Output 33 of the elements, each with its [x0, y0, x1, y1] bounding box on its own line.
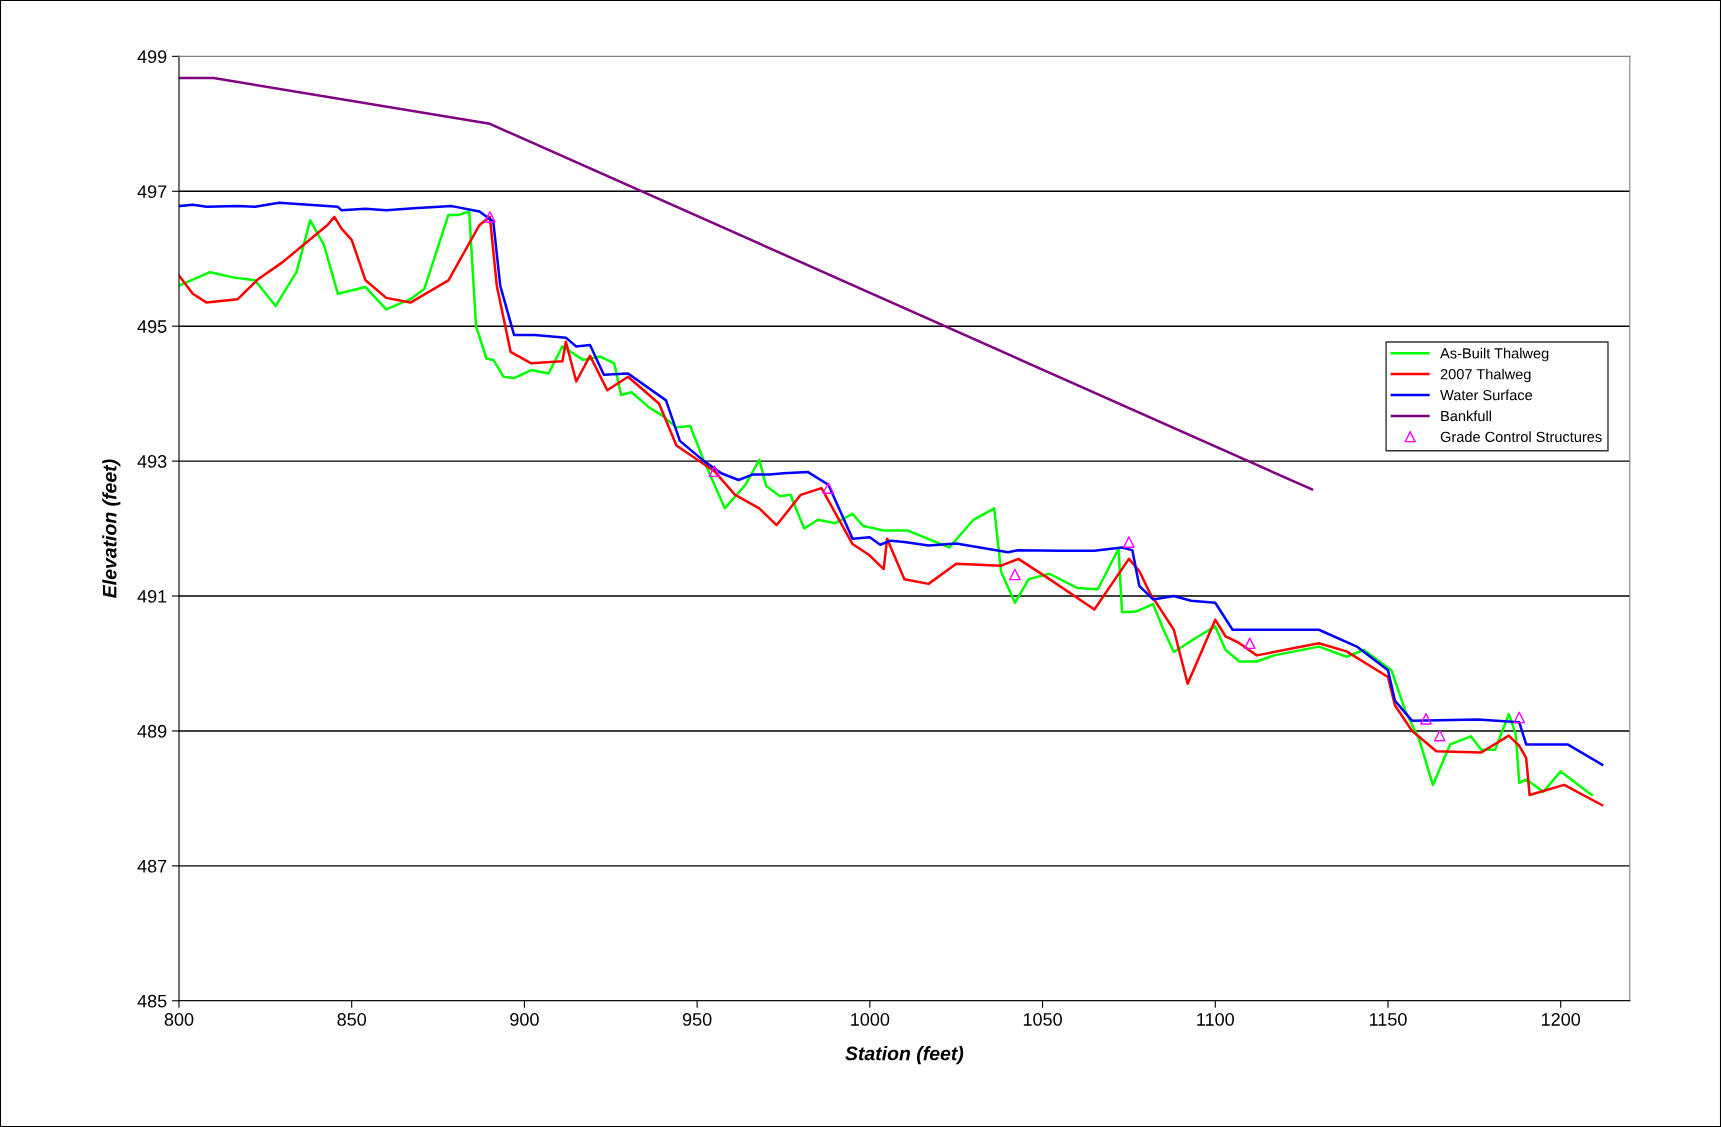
point: [1433, 729, 1446, 742]
y-tick-label: 495: [137, 320, 167, 333]
point: [1243, 637, 1256, 650]
y-tick-label: 485: [137, 994, 167, 1008]
x-tick-label: 800: [164, 1013, 194, 1026]
legend-label: Grade Control Structures: [1440, 431, 1602, 443]
x-tick-label: 950: [682, 1013, 712, 1026]
x-tick-label: 900: [510, 1013, 539, 1026]
x-axis-title: Station (feet): [845, 1046, 964, 1065]
legend-label: Bankfull: [1441, 410, 1491, 422]
legend-label: 2007 Thalweg: [1440, 368, 1531, 383]
y-tick-label: 497: [137, 185, 167, 198]
y-tick-label: 499: [137, 50, 167, 64]
point: [708, 465, 721, 478]
point: [1420, 712, 1432, 725]
point: [1513, 711, 1526, 724]
legend-label: Water Surface: [1440, 389, 1533, 401]
y-tick-label: 491: [137, 589, 167, 603]
y-tick-label: 489: [137, 724, 167, 738]
point: [822, 482, 835, 494]
x-tick-label: 850: [337, 1013, 367, 1026]
y-tick-label: 487: [137, 859, 167, 873]
x-tick-label: 1000: [851, 1013, 890, 1026]
point: [1123, 536, 1135, 548]
point: [484, 211, 496, 223]
x-tick-label: 1200: [1542, 1013, 1581, 1026]
legend-label: As-Built Thalweg: [1440, 347, 1549, 362]
point: [1009, 568, 1021, 581]
x-tick-label: 1050: [1023, 1013, 1062, 1026]
x-tick-label: 1150: [1369, 1013, 1407, 1026]
y-tick-label: 493: [137, 455, 167, 468]
x-tick-label: 1100: [1197, 1013, 1234, 1026]
y-axis-title: Elevation (feet): [102, 459, 121, 598]
